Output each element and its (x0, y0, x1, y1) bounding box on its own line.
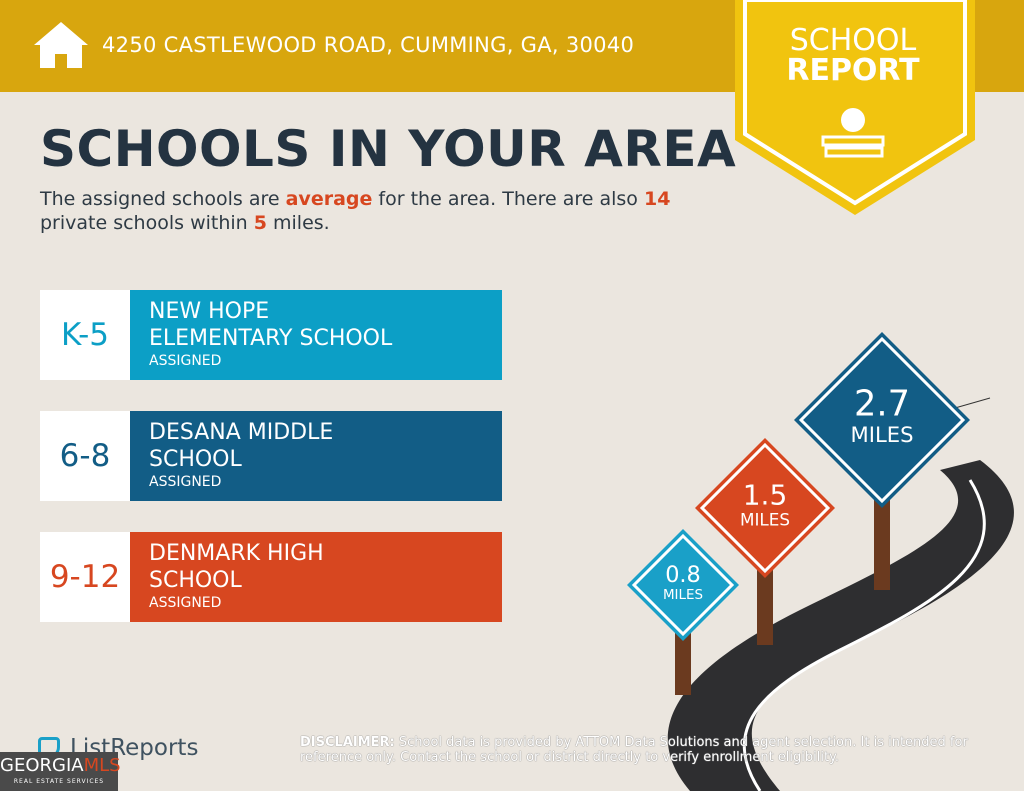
school-info: NEW HOPE ELEMENTARY SCHOOL ASSIGNED (130, 290, 502, 380)
school-name: SCHOOL (149, 568, 242, 593)
sign-border (699, 442, 831, 574)
grade-range: 6-8 (40, 411, 130, 501)
badge-line: REPORT (786, 53, 920, 88)
mls-sub: REAL ESTATE SERVICES (13, 778, 105, 785)
distance-value: 0.8 (665, 562, 701, 588)
book-icon (824, 146, 884, 158)
school-name: ELEMENTARY SCHOOL (149, 326, 393, 351)
disclaimer: DISCLAIMER: School data is provided by A… (300, 735, 980, 765)
summary-text: for the area. There are also (372, 188, 644, 210)
mls-logo: GEORGIAMLS REAL ESTATE SERVICES (0, 752, 121, 791)
school-info: DESANA MIDDLE SCHOOL ASSIGNED (130, 411, 502, 501)
badge-border (743, 0, 967, 206)
summary: The assigned schools are average for the… (40, 187, 730, 235)
school-row: 6-8 DESANA MIDDLE SCHOOL ASSIGNED (40, 411, 502, 501)
sign (695, 438, 835, 578)
distance-value: 2.7 (854, 384, 910, 425)
school-status: ASSIGNED (149, 353, 222, 369)
school-row: K-5 NEW HOPE ELEMENTARY SCHOOL ASSIGNED (40, 290, 502, 380)
distance-unit: MILES (740, 510, 790, 530)
summary-highlight: 5 (253, 212, 267, 234)
summary-text: The assigned schools are (40, 188, 286, 210)
distance-value: 1.5 (743, 479, 788, 512)
school-name: DENMARK HIGH (149, 541, 324, 566)
sign-border (798, 336, 966, 504)
sign (794, 332, 970, 508)
disclaimer-label: DISCLAIMER: (300, 735, 395, 750)
school-status: ASSIGNED (149, 595, 222, 611)
distance-unit: MILES (851, 422, 914, 447)
address: 4250 CASTLEWOOD ROAD, CUMMING, GA, 30040 (102, 33, 635, 57)
mls-name: GEORGIAMLS (0, 752, 121, 778)
badge (735, 0, 975, 215)
apple-icon (841, 108, 865, 132)
road (667, 460, 1014, 791)
summary-text: private schools within (40, 212, 254, 234)
disclaimer-text: School data is provided by ATTOM Data So… (300, 735, 968, 765)
school-name: DESANA MIDDLE (149, 420, 334, 445)
book-icon (821, 135, 885, 147)
road-line (742, 479, 986, 791)
school-row: 9-12 DENMARK HIGH SCHOOL ASSIGNED (40, 532, 502, 622)
school-status: ASSIGNED (149, 474, 222, 490)
summary-highlight: average (285, 188, 373, 210)
home-icon (34, 22, 88, 68)
grade-range: 9-12 (40, 532, 130, 622)
school-name: NEW HOPE (149, 299, 270, 324)
summary-text: miles. (266, 212, 330, 234)
grade-range: K-5 (40, 290, 130, 380)
badge-line: SCHOOL (790, 23, 917, 58)
mls-accent: MLS (83, 755, 121, 776)
sign-border (631, 533, 735, 637)
title: SCHOOLS IN YOUR AREA (40, 120, 737, 178)
horizon (954, 397, 991, 409)
sign (627, 529, 739, 641)
summary-highlight: 14 (643, 188, 671, 210)
mls-main: GEORGIA (0, 755, 84, 776)
school-name: SCHOOL (149, 447, 242, 472)
distance-unit: MILES (663, 588, 703, 603)
school-info: DENMARK HIGH SCHOOL ASSIGNED (130, 532, 502, 622)
